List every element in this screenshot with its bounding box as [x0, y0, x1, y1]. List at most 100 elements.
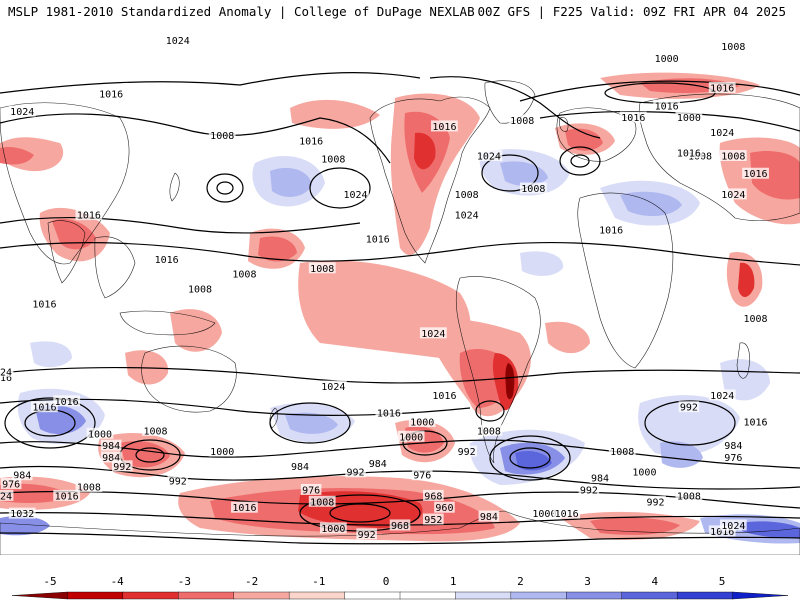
isobar-label: 952	[424, 515, 442, 526]
colorbar-cell	[344, 591, 401, 600]
isobar-label: 984	[102, 453, 120, 464]
isobar-label: 968	[424, 491, 442, 502]
isobar-low-center	[509, 447, 551, 469]
isobar-low-center	[269, 402, 351, 444]
isobar-label-bg	[0, 489, 14, 501]
isobar-label-bg	[723, 439, 744, 451]
neg-anomaly-region	[52, 218, 96, 250]
isobar-label: 1016	[555, 509, 579, 520]
isobar-label-bg	[431, 120, 458, 132]
pos-anomaly-region	[620, 191, 682, 217]
colorbar-cell	[122, 591, 179, 600]
isobar	[519, 80, 800, 102]
neg-anomaly-region	[565, 128, 603, 151]
isobar-label-bg	[375, 407, 403, 419]
isobar	[0, 532, 800, 545]
isobar-label: 976	[2, 480, 20, 491]
isobar-label: 1016	[710, 84, 734, 95]
isobar-label-bg	[589, 472, 611, 484]
isobar-label: 1024	[321, 382, 345, 393]
isobar-low-center	[570, 154, 590, 168]
isobar-label-bg	[208, 445, 236, 457]
isobar-label-bg	[708, 525, 736, 537]
isobar-low-center	[309, 167, 371, 209]
coastline-asia	[638, 93, 800, 222]
coastline-se-asia	[94, 236, 136, 299]
isobar-label: 984	[13, 471, 31, 482]
isobar-label-bg	[97, 87, 125, 99]
isobar-label: 1024	[10, 107, 34, 118]
isobar-label-bg	[431, 389, 458, 401]
neg-anomaly-region	[414, 132, 436, 170]
isobar-label: 1016	[55, 491, 79, 502]
pos-anomaly-region	[740, 521, 800, 539]
isobar-label-bg	[675, 111, 703, 123]
isobar-label-bg	[456, 445, 477, 457]
isobar-label-bg	[142, 424, 169, 436]
isobar-label-bg	[308, 262, 336, 274]
isobar-label: 1000	[532, 509, 556, 520]
colorbar-cell	[566, 591, 623, 600]
isobar-label: 1008	[521, 184, 545, 195]
isobar-label: 992	[169, 477, 187, 488]
map-title: MSLP 1981-2010 Standardized Anomaly | Co…	[8, 4, 475, 19]
isobar-label-bg	[167, 475, 189, 487]
isobar-label-bg	[397, 430, 425, 442]
isobar-low-center	[559, 146, 601, 176]
isobar-low-center	[216, 181, 234, 195]
isobar-label-bg	[619, 111, 647, 123]
isobar-label: 1016	[744, 418, 768, 429]
isobar-label-bg	[531, 507, 558, 519]
isobar-label: 1000	[321, 524, 345, 535]
isobar-label: 1016	[299, 137, 323, 148]
isobar-label-bg	[608, 445, 636, 457]
isobar-label-bg	[719, 188, 747, 200]
isobar-label: 1008	[477, 426, 501, 437]
isobar-label-bg	[719, 150, 747, 161]
isobar-label: 1008	[188, 285, 212, 296]
colorbar-cell	[621, 591, 678, 600]
neg-anomaly-region	[170, 309, 222, 352]
colorbar-tick-labels: -5 -4 -3 -2 -1 0 1 2 3 4 5	[43, 575, 725, 588]
isobar-label: 1016	[155, 255, 179, 266]
isobar-label-bg	[742, 167, 769, 179]
pos-anomaly-region	[520, 251, 564, 276]
isobar-label-bg	[186, 283, 214, 294]
isobar-label-bg	[389, 519, 411, 531]
colorbar-tick-label: -2	[245, 575, 258, 588]
isobar-label: 1024	[344, 190, 368, 201]
isobar-label: 984	[724, 441, 742, 452]
isobar-label: 1024	[477, 152, 501, 163]
isobar-label: 1008	[144, 426, 168, 437]
isobar-low-center	[135, 447, 165, 463]
isobar-label-bg	[153, 253, 181, 265]
isobar-label-bg	[53, 395, 81, 407]
isobar-label: 1008	[744, 314, 768, 325]
isobar-label: 1008	[310, 264, 334, 275]
isobar-label-bg	[0, 478, 22, 490]
isobar-label: 1024	[710, 128, 734, 139]
colorbar-cell	[676, 591, 734, 600]
isobar	[0, 241, 800, 266]
isobar-label: 1008	[677, 491, 701, 502]
isobar-label: 1016	[677, 149, 701, 160]
isobar-label-bg	[100, 439, 122, 451]
colorbar-tick-label: 0	[383, 575, 390, 588]
isobar-low-center	[329, 503, 391, 523]
model-run-info: 00Z GFS | F225 Valid: 09Z FRI APR 04 202…	[477, 4, 786, 19]
isobar-label: 1016	[32, 403, 56, 414]
isobar-label-bg	[31, 297, 58, 309]
isobar-label: 1016	[99, 89, 123, 100]
isobar-label-bg	[86, 427, 114, 439]
isobar-labels: 1024102410161008101610081024101610081008…	[0, 34, 769, 541]
pos-anomaly-region	[30, 341, 72, 368]
isobar-label-bg	[553, 507, 581, 519]
coastline-japan	[169, 172, 180, 202]
isobar-label: 1008	[77, 483, 101, 494]
isobar-label-bg	[708, 389, 736, 401]
isobar-label-bg	[408, 416, 436, 427]
isobar-label-bg	[367, 457, 389, 469]
isobar-label: 968	[391, 521, 409, 532]
neg-anomaly-region	[0, 146, 34, 165]
isobar-label: 1016	[32, 299, 56, 310]
